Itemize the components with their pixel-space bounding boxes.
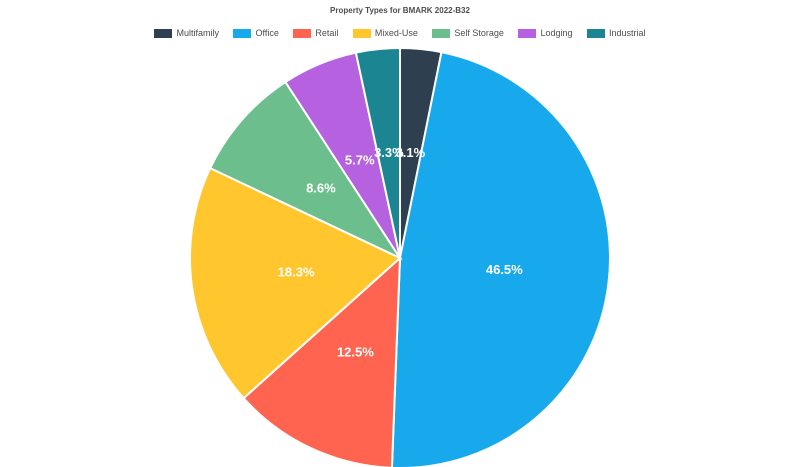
svg-text:5.7%: 5.7% (345, 153, 375, 168)
svg-text:46.5%: 46.5% (486, 262, 523, 277)
svg-text:8.6%: 8.6% (306, 180, 336, 195)
svg-text:12.5%: 12.5% (337, 344, 374, 359)
svg-text:3.3%: 3.3% (374, 145, 404, 160)
svg-text:18.3%: 18.3% (278, 265, 315, 280)
